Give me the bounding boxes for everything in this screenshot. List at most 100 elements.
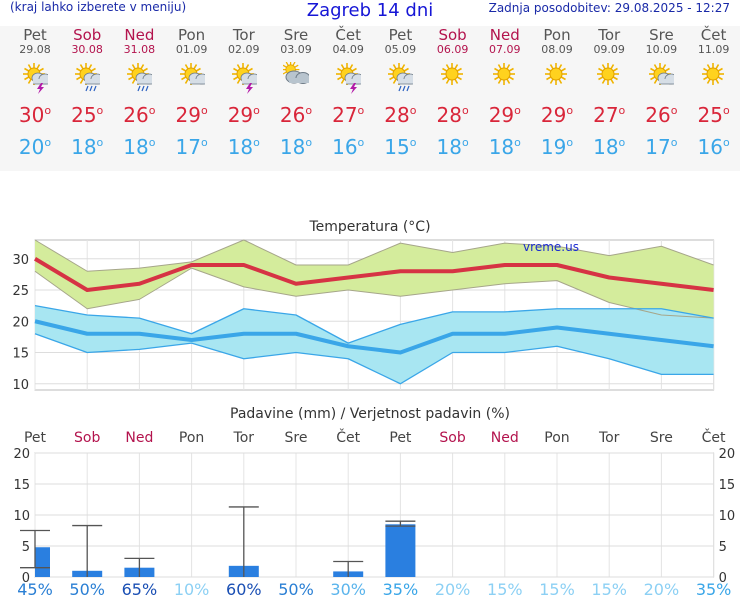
min-temp-value: 16 [697, 135, 723, 159]
max-temp-value: 26 [645, 103, 671, 127]
degree-mark: o [357, 136, 365, 149]
precip-probability: 35% [382, 580, 419, 599]
min-temperature: 18o [61, 132, 113, 158]
max-temp-value: 25 [71, 103, 97, 127]
degree-mark: o [722, 104, 730, 117]
max-temp-range-band [35, 240, 714, 319]
degree-mark: o [96, 136, 104, 149]
day-date: 10.09 [645, 43, 678, 56]
precip-day-label: Ned [125, 430, 153, 446]
degree-mark: o [148, 104, 156, 117]
degree-mark: o [514, 104, 521, 117]
degree-mark: o [44, 136, 52, 149]
min-temp-upper-line [34, 304, 714, 344]
max-temperature: 26o [270, 100, 322, 126]
y-tick-label: 25 [12, 284, 29, 299]
day-name: Sre [649, 26, 674, 44]
max-temp-value: 29 [488, 103, 515, 127]
precip-day-label: Pon [179, 430, 204, 446]
day-name: Sob [438, 26, 467, 44]
day-name: Tor [232, 26, 255, 44]
y-tick-label-left: 20 [13, 447, 30, 462]
forecast-day: Sre 03.09 26o 18o [270, 26, 322, 158]
min-temp-value: 18 [279, 135, 306, 159]
min-temperature: 18o [270, 132, 322, 158]
sun-cloud-rain-icon [127, 63, 153, 92]
forecast-day: Tor 09.09 27o 18o [583, 26, 635, 158]
forecast-day: Sob 30.08 25o 18o [61, 26, 113, 158]
day-date: 31.08 [123, 43, 156, 56]
temperature-chart-title: Temperatura (°C) [309, 219, 431, 235]
degree-mark: o [670, 136, 678, 149]
min-temp-value: 18 [593, 135, 619, 159]
sun-cloud-icon [179, 63, 205, 85]
degree-mark: o [461, 104, 469, 117]
day-name: Ned [489, 26, 520, 44]
y-tick-label: 20 [12, 315, 29, 330]
max-temp-value: 26 [123, 103, 149, 127]
sun-cloud-rain-icon [388, 63, 414, 92]
forecast-day: Pet 05.09 28o 15o [374, 26, 426, 158]
min-temp-value: 15 [384, 135, 410, 159]
max-temperature: 29o [479, 100, 531, 126]
forecast-day: Pet 29.08 30o 20o [9, 26, 61, 158]
precip-probability: 30% [330, 580, 366, 599]
day-date: 03.09 [280, 43, 312, 56]
degree-mark: o [253, 136, 260, 149]
degree-mark: o [409, 136, 417, 149]
min-temp-value: 18 [227, 135, 254, 159]
max-temp-value: 29 [540, 103, 567, 127]
degree-mark: o [357, 104, 365, 117]
min-temperature: 18o [427, 132, 479, 158]
min-temp-range-band [35, 305, 714, 384]
sun-cloud-thunder-icon [231, 63, 257, 94]
degree-mark: o [670, 104, 678, 117]
max-temperature: 29o [218, 100, 270, 126]
day-name: Pon [177, 26, 206, 44]
degree-mark: o [566, 104, 574, 117]
precip-day-label: Sob [439, 430, 465, 446]
sun-icon [545, 63, 567, 85]
precip-day-label: Pet [24, 430, 47, 446]
temperature-chart: 10 15 20 25 30 vreme.us [12, 239, 715, 393]
day-date: 05.09 [384, 43, 417, 56]
day-date: 07.09 [489, 43, 521, 56]
forecast-day: Sre 10.09 26o 17o [635, 26, 687, 158]
forecast-day: Sob 06.09 28o 18o [427, 26, 479, 158]
degree-mark: o [514, 136, 521, 149]
day-name: Čet [700, 26, 727, 44]
cloud-sun-icon [283, 62, 309, 84]
forecast-day: Pon 01.09 29o 17o [166, 26, 218, 158]
min-temperature: 16o [322, 132, 374, 158]
max-temp-value: 30 [18, 103, 45, 127]
precip-day-label: Pet [389, 430, 412, 446]
precip-day-label: Sre [650, 430, 673, 446]
day-date: 11.09 [697, 43, 730, 56]
min-temperature: 17o [166, 132, 218, 158]
precipitation-bar [35, 547, 50, 577]
max-temperature: 28o [374, 100, 426, 126]
y-tick-label-right: 10 [719, 509, 736, 524]
precip-probability: 60% [226, 580, 262, 599]
min-temperature: 17o [635, 132, 687, 158]
max-temp-value: 26 [279, 103, 306, 127]
forecast-table: Pet 29.08 30o 20o Sob 30.08 25o 18o Ned 31.08 26o 1… [0, 26, 740, 171]
degree-mark: o [305, 136, 313, 149]
precip-day-label: Ned [491, 430, 519, 446]
day-name: Tor [598, 26, 621, 44]
degree-mark: o [566, 136, 574, 149]
min-temp-value: 18 [436, 135, 462, 159]
forecast-day: Tor 02.09 29o 18o [218, 26, 270, 158]
precip-day-label: Čet [336, 428, 360, 446]
max-temperature: 28o [427, 100, 479, 126]
degree-mark: o [253, 104, 260, 117]
min-temp-value: 17 [645, 135, 671, 159]
day-name: Sob [73, 26, 102, 44]
precip-day-label: Sre [285, 430, 308, 446]
min-temp-value: 16 [332, 135, 358, 159]
min-temperature: 20o [9, 132, 61, 158]
max-temp-lower-line [34, 267, 714, 319]
max-temp-value: 27 [332, 103, 358, 127]
max-temperature: 25o [61, 100, 113, 126]
precip-day-label: Tor [233, 430, 255, 446]
